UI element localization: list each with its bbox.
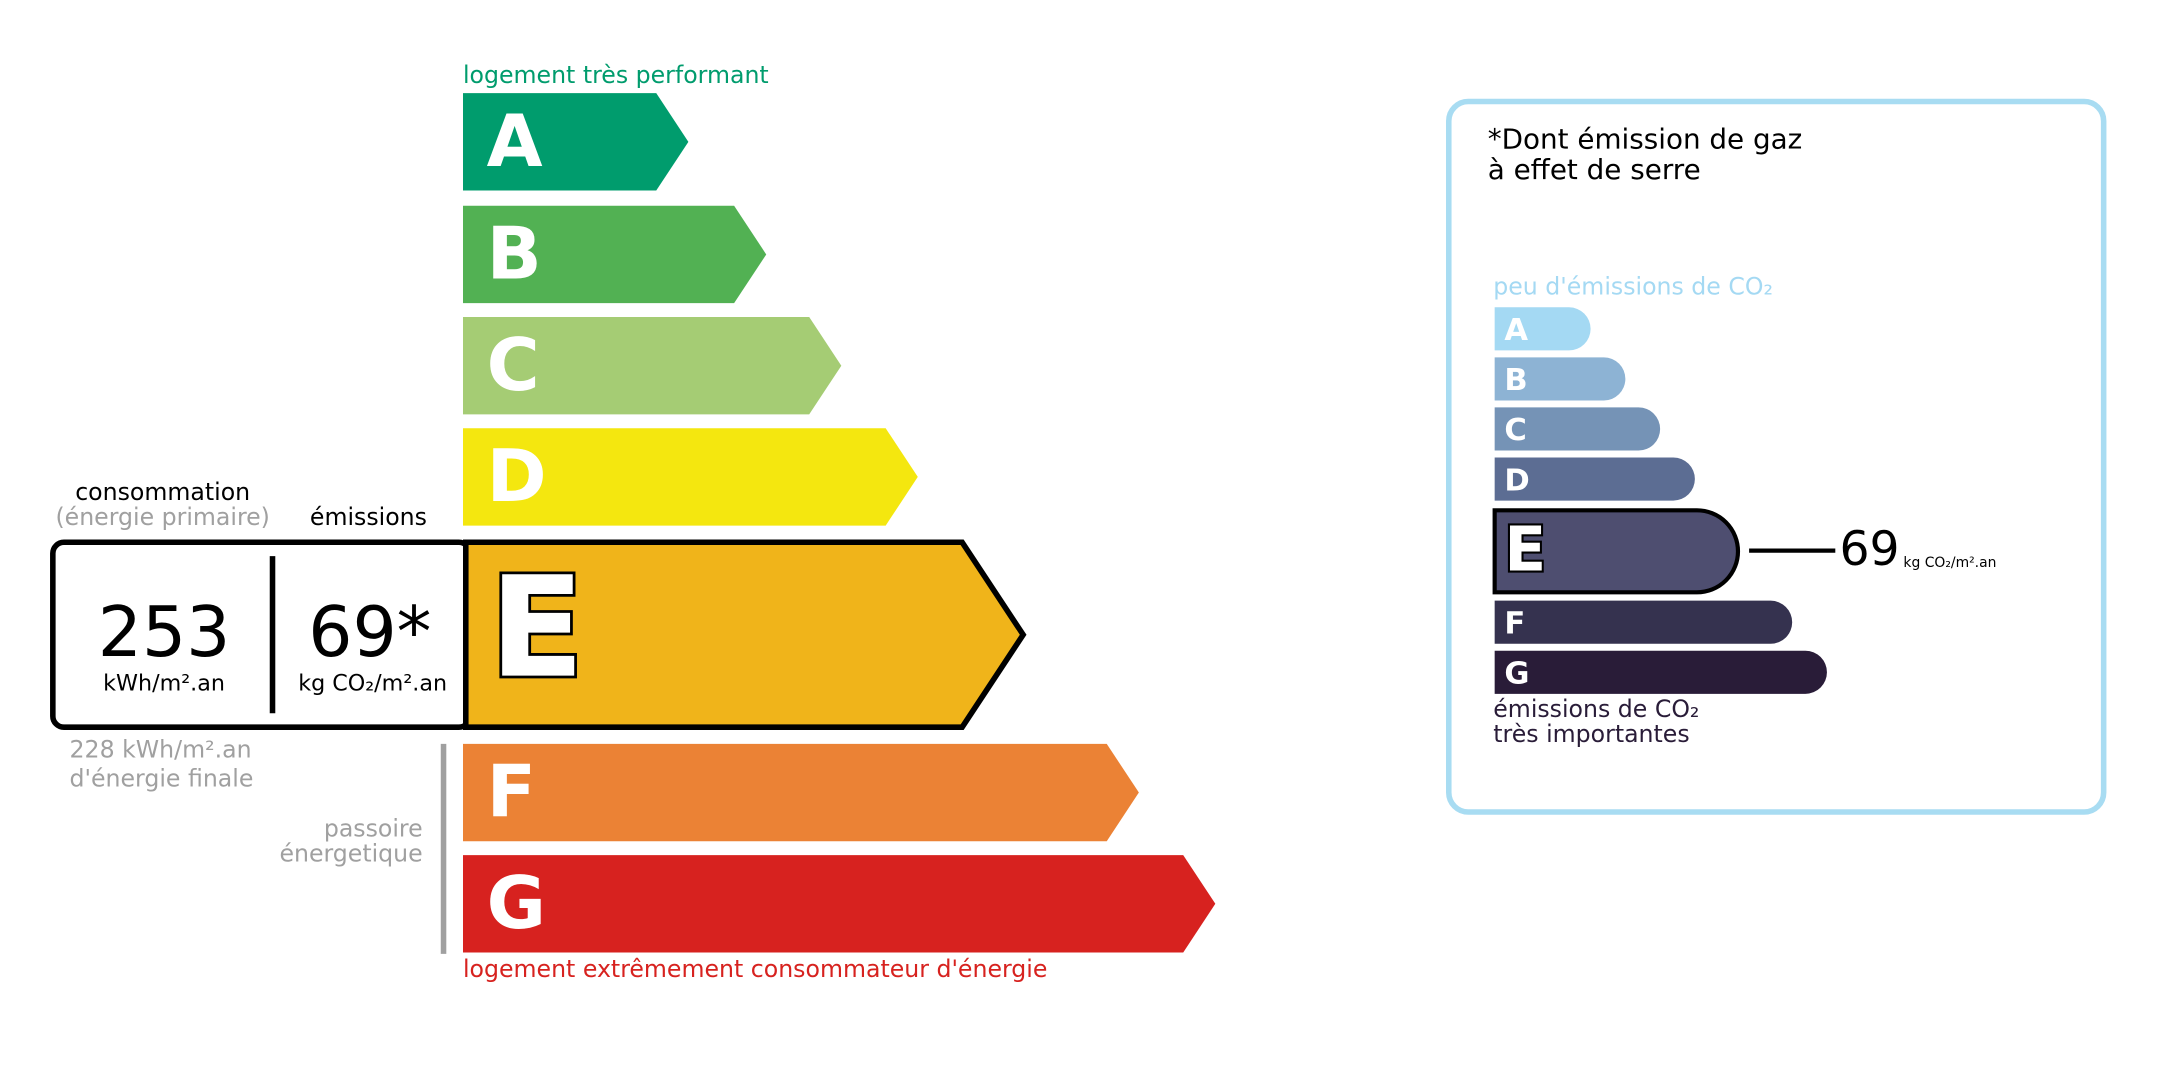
energy-class-letter: C: [487, 324, 540, 408]
ghg-class-bar: [1494, 307, 1591, 351]
energy-class-arrow: [462, 743, 1139, 842]
consumption-unit: kWh/m².an: [103, 671, 225, 697]
energy-class-arrow: [462, 855, 1216, 953]
ghg-class-bar: [1494, 357, 1626, 401]
ghg-class-letter: C: [1504, 413, 1526, 448]
emissions-heading: émissions: [310, 503, 427, 531]
energy-class-arrow: [462, 205, 767, 304]
ghg-title: à effet de serre: [1488, 153, 1701, 186]
ghg-class-letter: F: [1504, 607, 1525, 642]
emissions-unit: kg CO₂/m².an: [298, 671, 447, 697]
top-caption: logement très performant: [463, 61, 769, 89]
energy-class-arrow: [462, 93, 689, 191]
energy-class-letter: A: [487, 100, 543, 184]
consumption-value: 253: [98, 592, 231, 673]
energy-class-arrow: [462, 317, 842, 415]
ghg-class-letter: D: [1504, 463, 1529, 498]
final-energy: d'énergie finale: [70, 765, 254, 793]
ghg-bottom-caption: émissions de CO₂: [1493, 695, 1699, 723]
ghg-class-bar: [1494, 600, 1793, 644]
emissions-value: 69*: [308, 592, 431, 673]
consumption-heading: consommation: [75, 478, 250, 506]
ghg-class-bar: [1494, 457, 1695, 501]
ghg-title: *Dont émission de gaz: [1488, 122, 1803, 155]
ghg-value: 69: [1839, 522, 1899, 577]
ghg-class-letter: G: [1504, 657, 1529, 692]
energy-class-letter: B: [487, 213, 542, 297]
final-energy: 228 kWh/m².an: [70, 735, 252, 763]
consumption-subheading: (énergie primaire): [55, 503, 269, 531]
energy-class-arrow: [462, 539, 1027, 730]
passoire-label: passoire: [324, 815, 423, 843]
ghg-class-letter: B: [1504, 363, 1527, 398]
ghg-class-bar: [1494, 407, 1661, 451]
ghg-unit: kg CO₂/m².an: [1903, 555, 1996, 571]
energy-class-letter: E: [489, 547, 584, 709]
bottom-caption: logement extrêmement consommateur d'éner…: [463, 955, 1047, 983]
ghg-class-bar: [1492, 508, 1740, 595]
ghg-bottom-caption: très importantes: [1493, 720, 1689, 748]
passoire-label: énergetique: [279, 840, 422, 868]
ghg-class-letter: A: [1504, 313, 1528, 348]
energy-class-letter: F: [487, 751, 536, 835]
energy-class-arrow: [462, 428, 918, 526]
ghg-class-letter: E: [1504, 515, 1546, 586]
ghg-top-caption: peu d'émissions de CO₂: [1493, 272, 1773, 300]
energy-class-letter: G: [487, 862, 546, 946]
ghg-class-bar: [1494, 650, 1827, 694]
energy-class-letter: D: [487, 435, 547, 519]
